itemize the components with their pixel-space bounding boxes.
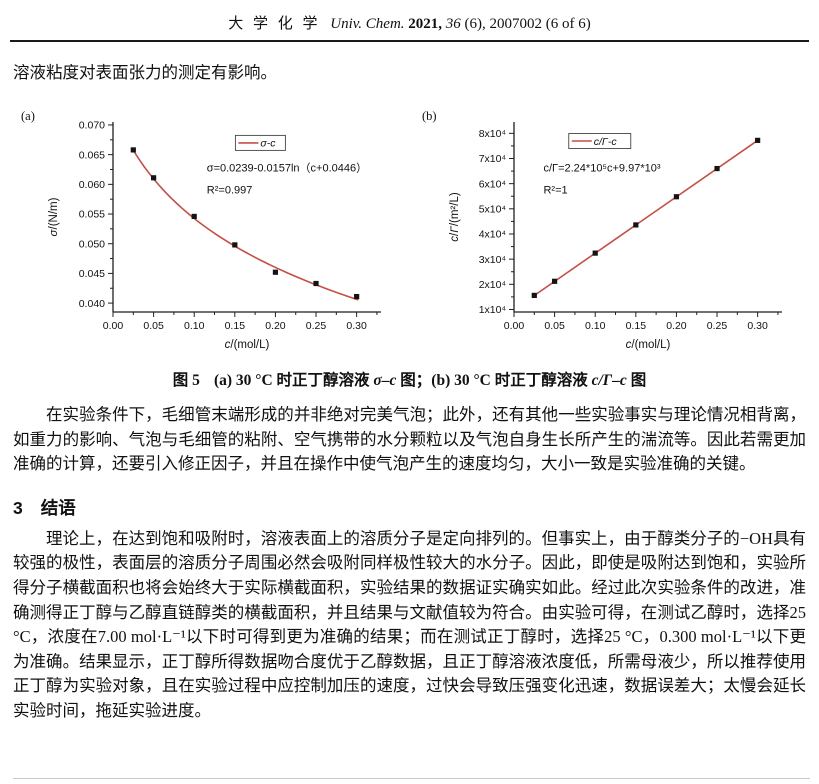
legend-box <box>568 133 632 149</box>
y-tick-label: 8x10⁴ <box>479 128 506 140</box>
x-tick-label: 0.20 <box>265 320 286 332</box>
sigma-c-chart: 0.00 0.05 0.10 0.15 0.20 0.25 0.30 0.040 0.045 0.… <box>48 120 381 351</box>
legend-box <box>234 134 286 151</box>
data-point <box>130 147 136 153</box>
header-divider <box>10 40 809 42</box>
x-tick-label: 0.10 <box>184 320 205 332</box>
x-tick-label: 0.05 <box>544 320 565 332</box>
figure-caption: 图 5 (a) 30 °C 时正丁醇溶液 σ–c 图；(b) 30 °C 时正丁醇… <box>13 368 806 390</box>
data-point <box>232 242 238 248</box>
equation-annotation-2: R²=1 <box>543 184 567 196</box>
figure-5: (a) 0.00 0.05 0.10 0.15 0.20 0.25 0.30 0.040 0.0… <box>13 106 806 358</box>
data-point <box>272 269 279 275</box>
y-tick-label: 1x10⁴ <box>479 304 506 316</box>
body-paragraph-1: 在实验条件下，毛细管末端形成的并非绝对完美气泡；此外，还有其他一些实验事实与理论… <box>13 405 806 474</box>
data-point <box>714 165 720 172</box>
figure-number: 图 5 <box>172 372 200 389</box>
data-point <box>755 137 761 143</box>
y-axis-label: c/Γ/(m²/L) <box>449 192 461 242</box>
x-tick-label: 0.10 <box>585 320 606 332</box>
x-tick-label: 0.15 <box>225 320 246 332</box>
panel-label-a: (a) <box>21 109 35 123</box>
section-number: 3 <box>13 497 23 518</box>
y-tick-label: 5x10⁴ <box>479 204 506 216</box>
footer-divider <box>13 778 810 779</box>
x-axis-label: c/(mol/L) <box>225 339 270 351</box>
data-point <box>151 175 157 181</box>
caption-text-mid: 图；(b) 30 °C 时正丁醇溶液 <box>396 372 592 389</box>
caption-var-a: σ–c <box>373 372 397 389</box>
y-tick-label: 7x10⁴ <box>479 153 506 165</box>
y-tick-label: 6x10⁴ <box>479 178 506 190</box>
caption-text-a: (a) 30 °C 时正丁醇溶液 <box>213 372 374 389</box>
y-axis-label: σ/(N/m) <box>48 197 60 236</box>
caption-text-suffix: 图 <box>626 372 647 389</box>
paper-page: 大 学 化 学 Univ. Chem. 2021, 36 (6), 200700… <box>10 0 810 779</box>
x-axis-label: c/(mol/L) <box>626 339 671 351</box>
journal-volume: 36 <box>445 16 461 32</box>
fit-line <box>533 139 759 297</box>
caption-var-b: c/Γ–c <box>591 372 627 389</box>
y-tick-label: 0.055 <box>79 209 105 221</box>
chart-panel-b: (b) 0.00 0.05 0.10 0.15 0.20 0.25 0.30 1x10⁴ 2x1… <box>414 106 806 358</box>
data-point <box>552 278 558 284</box>
data-point <box>633 222 639 228</box>
x-tick-label: 0.30 <box>747 320 768 332</box>
y-tick-label: 0.070 <box>79 120 105 132</box>
panel-label-b: (b) <box>422 109 437 123</box>
y-tick-label: 0.050 <box>79 238 105 250</box>
x-tick-label: 0.25 <box>707 320 728 332</box>
equation-annotation-1: c/Γ=2.24*10⁵c+9.97*10³ <box>543 162 660 174</box>
y-tick-label: 0.060 <box>79 179 105 191</box>
journal-header: 大 学 化 学 Univ. Chem. 2021, 36 (6), 200700… <box>13 0 806 33</box>
y-tick-label: 3x10⁴ <box>479 254 506 266</box>
body-paragraph-2: 理论上，在达到饱和吸附时，溶液表面上的溶质分子是定向排列的。但事实上，由于醇类分… <box>13 528 806 720</box>
chart-panel-a: (a) 0.00 0.05 0.10 0.15 0.20 0.25 0.30 0.040 0.0… <box>13 106 405 358</box>
x-tick-label: 0.30 <box>346 320 367 332</box>
data-point <box>313 280 319 287</box>
equation-annotation-1: σ=0.0239-0.0157ln（c+0.0446） <box>207 161 367 174</box>
x-tick-label: 0.15 <box>626 320 647 332</box>
intro-paragraph: 溶液粘度对表面张力的测定有影响。 <box>13 63 277 82</box>
x-tick-label: 0.00 <box>103 320 124 332</box>
y-tick-label: 0.065 <box>79 149 105 161</box>
x-tick-label: 0.00 <box>504 320 525 332</box>
legend-label: σ-c <box>260 138 276 150</box>
journal-name-cn: 大 学 化 学 <box>228 16 321 32</box>
data-point <box>531 292 537 298</box>
data-point <box>191 213 197 220</box>
data-point <box>592 250 598 256</box>
y-tick-label: 0.040 <box>79 298 105 310</box>
legend-label: c/Γ-c <box>594 136 618 148</box>
section-title: 结语 <box>40 497 76 518</box>
x-tick-label: 0.20 <box>666 320 687 332</box>
journal-issue-info: (6), 2007002 (6 of 6) <box>464 16 591 32</box>
y-tick-label: 4x10⁴ <box>479 229 506 241</box>
y-tick-label: 0.045 <box>79 268 105 280</box>
section-heading: 3 结语 <box>13 495 806 520</box>
journal-year: 2021, <box>408 16 443 32</box>
equation-annotation-2: R²=0.997 <box>207 184 253 196</box>
y-tick-label: 2x10⁴ <box>479 279 506 291</box>
fit-line <box>131 148 359 301</box>
x-tick-label: 0.05 <box>143 320 164 332</box>
journal-name-en: Univ. Chem. <box>330 16 405 32</box>
c-gamma-c-chart: 0.00 0.05 0.10 0.15 0.20 0.25 0.30 1x10⁴ 2x10⁴ 3x… <box>449 122 782 351</box>
data-point <box>673 194 680 200</box>
x-tick-label: 0.25 <box>306 320 327 332</box>
data-point <box>354 293 360 300</box>
